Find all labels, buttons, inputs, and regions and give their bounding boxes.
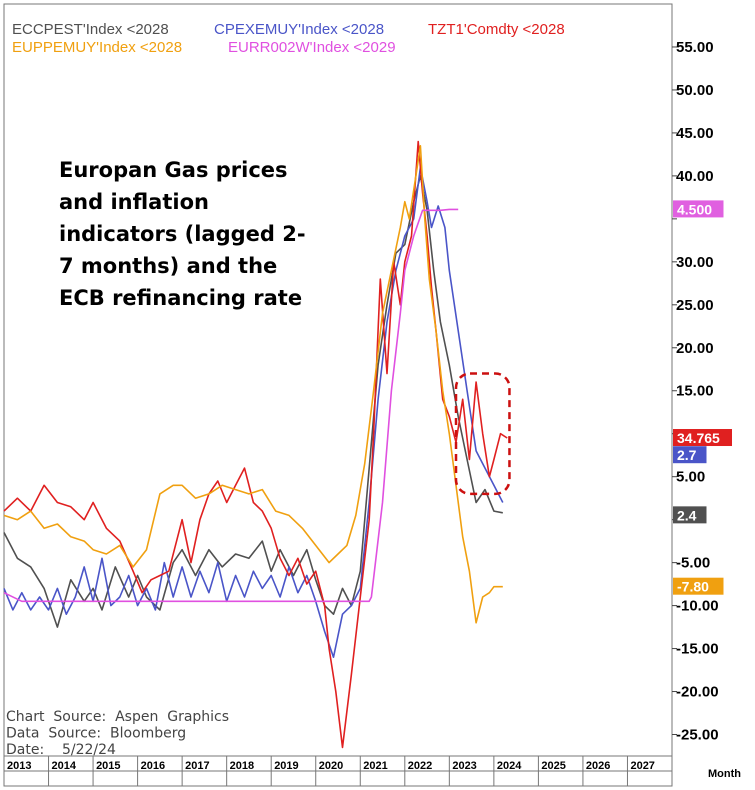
series-line-3 bbox=[3, 145, 503, 624]
legend-entry: TZT1'Comdty <2028 bbox=[428, 21, 565, 38]
y-tick-label: 45.00 bbox=[676, 125, 714, 142]
last-value-badge-bg bbox=[673, 506, 707, 524]
last-value-badge-label: 4.500 bbox=[677, 201, 712, 217]
annotation-line: and inflation bbox=[59, 190, 209, 214]
x-tick-label: 2027 bbox=[630, 760, 654, 772]
y-tick-label: -15.00 bbox=[676, 641, 719, 658]
last-value-badge-label: 2.4 bbox=[677, 507, 697, 523]
series-line-2 bbox=[3, 140, 508, 749]
x-tick-label: 2024 bbox=[497, 760, 522, 772]
x-tick-label: 2023 bbox=[452, 760, 476, 772]
x-tick-label: 2015 bbox=[96, 760, 120, 772]
last-value-badge-label: 34.765 bbox=[677, 430, 720, 446]
series-line-4 bbox=[3, 208, 459, 603]
y-tick-label: -25.00 bbox=[676, 727, 719, 744]
annotation-line: ECB refinancing rate bbox=[59, 286, 302, 310]
legend: ECCPEST'Index <2028 CPEXEMUY'Index <2028 T… bbox=[12, 21, 565, 56]
y-tick-label: 55.00 bbox=[676, 39, 714, 56]
y-tick-label: 50.00 bbox=[676, 82, 714, 99]
annotation-line: Europan Gas prices bbox=[59, 158, 288, 182]
source-line: Chart Source: Aspen Graphics bbox=[6, 709, 229, 725]
x-tick-label: 2013 bbox=[7, 760, 31, 772]
y-tick-label: -5.00 bbox=[676, 555, 710, 572]
series-layer bbox=[3, 140, 508, 749]
x-tick-label: 2014 bbox=[52, 760, 77, 772]
last-value-badge-bg bbox=[673, 446, 707, 464]
y-tick-label: 5.00 bbox=[676, 469, 705, 486]
annotation-line: indicators (lagged 2- bbox=[59, 222, 306, 246]
y-tick-label: 40.00 bbox=[676, 168, 714, 185]
y-tick-label: -20.00 bbox=[676, 684, 719, 701]
highlight-box bbox=[454, 372, 511, 496]
x-tick-label: 2017 bbox=[185, 760, 209, 772]
source-line: Date: 5/22/24 bbox=[6, 742, 116, 758]
last-value-badge-label: 2.7 bbox=[677, 447, 697, 463]
x-axis-ticks: 2013 2014 2015 2016 2017 2018 2019 2020 2021 2022… bbox=[3, 756, 655, 786]
x-tick-label: 2019 bbox=[274, 760, 298, 772]
chart-annotation: Europan Gas prices and inflation indicator… bbox=[59, 158, 306, 310]
x-tick-label: 2018 bbox=[230, 760, 254, 772]
legend-entry: EUPPEMUY'Index <2028 bbox=[12, 39, 182, 56]
y-tick-label: 30.00 bbox=[676, 254, 714, 271]
x-tick-label: 2021 bbox=[363, 760, 387, 772]
legend-entry: EURR002W'Index <2029 bbox=[228, 39, 396, 56]
x-tick-label: 2022 bbox=[408, 760, 432, 772]
legend-entry: ECCPEST'Index <2028 bbox=[12, 21, 169, 38]
annotation-line: 7 months) and the bbox=[59, 254, 277, 278]
x-tick-label: 2026 bbox=[586, 760, 610, 772]
y-tick-label: 15.00 bbox=[676, 383, 714, 400]
x-tick-label: 2025 bbox=[541, 760, 565, 772]
y-tick-label: 25.00 bbox=[676, 297, 714, 314]
highlight-layer bbox=[454, 372, 511, 496]
y-axis-ticks: 55.00 50.00 45.00 40.00 30.00 25.00 20.00 15.00… bbox=[672, 39, 719, 744]
legend-entry: CPEXEMUY'Index <2028 bbox=[214, 21, 384, 38]
last-value-badge-bg bbox=[673, 429, 732, 447]
source-line: Data Source: Bloomberg bbox=[6, 726, 186, 742]
last-value-badge-bg bbox=[673, 200, 724, 218]
series-line-0 bbox=[3, 175, 503, 628]
y-tick-label: -10.00 bbox=[676, 598, 719, 615]
last-value-badge-bg bbox=[673, 577, 724, 595]
y-tick-label: 20.00 bbox=[676, 340, 714, 357]
x-unit-label: Month bbox=[708, 768, 741, 780]
x-tick-label: 2016 bbox=[141, 760, 165, 772]
x-tick-label: 2020 bbox=[319, 760, 343, 772]
last-value-badge-label: -7.80 bbox=[677, 579, 709, 595]
